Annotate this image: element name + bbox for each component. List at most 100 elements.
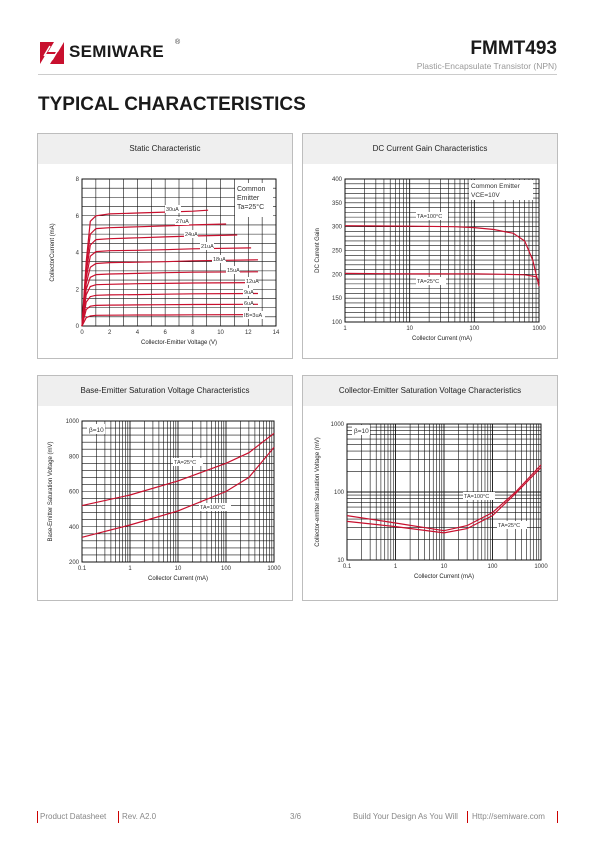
x-tick-label: 14 (273, 330, 280, 336)
footer-revision: Rev. A2.0 (122, 812, 157, 821)
series-label: 9uA (244, 290, 254, 296)
x-tick-label: 10 (175, 566, 182, 572)
series-line (346, 466, 542, 534)
annotation-text: Common (237, 186, 266, 193)
annotation-text: β=10 (354, 428, 369, 435)
x-tick-label: 1 (343, 326, 347, 332)
collector-emitter-saturation-chart: 0.1 1 10 100 1000 10 100 1000 Collector Current … (315, 422, 548, 580)
series-line (81, 259, 259, 327)
footer-slogan: Build Your Design As You Will (353, 812, 458, 821)
x-tick-label: 8 (191, 330, 195, 336)
footer-product-datasheet: Product Datasheet (40, 812, 107, 821)
footer-url[interactable]: Http://semiware.com (472, 812, 545, 821)
y-tick-label: 100 (332, 320, 343, 326)
y-tick-label: 10 (337, 558, 344, 564)
series-line (81, 247, 252, 327)
x-tick-label: 10 (217, 330, 224, 336)
y-tick-label: 400 (69, 525, 80, 531)
x-tick-label: 100 (469, 326, 480, 332)
y-tick-label: 350 (332, 201, 343, 207)
series-label: 12uA (246, 279, 259, 285)
chart-title: Base-Emitter Saturation Voltage Characte… (38, 376, 292, 406)
chart-panel-dc-gain: DC Current Gain Characteristics 1 10 100 10… (302, 133, 558, 359)
series-label-bg (416, 212, 448, 220)
series-label-bg (173, 458, 203, 466)
x-tick-label: 0.1 (78, 566, 87, 572)
y-axis-label: DC Current Gain (315, 228, 321, 273)
series-label-bg (200, 242, 214, 250)
y-tick-label: 250 (332, 249, 343, 255)
series-label-bg (463, 492, 495, 500)
series-label: TA=100°C (200, 505, 225, 511)
footer-bar-right (557, 811, 558, 823)
chart-title: Collector-Emitter Saturation Voltage Cha… (303, 376, 557, 406)
annotation-text: Common Emitter (471, 183, 521, 190)
series-line (81, 432, 275, 507)
series-label-bg (165, 205, 181, 213)
y-tick-label: 200 (69, 560, 80, 566)
chart-title: Static Characteristic (38, 134, 292, 164)
series-label-bg (175, 217, 189, 225)
x-axis-label: Collector-Emitter Voltage (V) (141, 340, 217, 346)
series-label-bg (184, 230, 198, 238)
series-label-bg (243, 288, 253, 296)
y-tick-label: 600 (69, 490, 80, 496)
semiware-logo-icon (40, 42, 64, 64)
x-tick-label: 4 (136, 330, 140, 336)
y-tick-label: 1000 (331, 422, 345, 428)
plot-frame (346, 423, 542, 561)
series-label: TA=100°C (464, 494, 489, 500)
y-tick-label: 0 (76, 324, 80, 330)
y-axis-label: Collector-emitter Saturation Voltage (mV… (315, 437, 321, 546)
y-tick-label: 300 (332, 225, 343, 231)
annotation-bg (469, 180, 533, 200)
x-tick-label: 1 (128, 566, 132, 572)
x-axis-label: Collector Current (mA) (414, 574, 474, 580)
plot-frame (344, 178, 540, 323)
x-tick-label: 10 (441, 564, 448, 570)
series-label-bg (199, 503, 231, 511)
annotation-text: VCE=10V (471, 192, 500, 199)
brand-name: SEMIWARE (69, 42, 164, 61)
x-axis-label: Collector Current (mA) (412, 336, 472, 342)
series-label: TA=25°C (417, 279, 439, 285)
chart-panel-vce-sat: Collector-Emitter Saturation Voltage Cha… (302, 375, 558, 601)
plot-frame (81, 420, 275, 563)
dc-current-gain-chart: 1 10 100 1000 100 150 200 250 300 350 400 Collector… (315, 177, 546, 342)
series-line (81, 314, 259, 327)
x-tick-label: 0 (80, 330, 84, 336)
series-line (81, 234, 238, 327)
annotation-bg (352, 425, 370, 435)
series-label: IB=3uA (244, 313, 263, 319)
footer-bar-left (37, 811, 38, 823)
annotation-text: Ta=25°C (237, 203, 264, 211)
series-label: TA=100°C (417, 214, 442, 220)
series-label: 24uA (185, 232, 198, 238)
series-line (81, 447, 275, 538)
y-tick-label: 4 (76, 251, 80, 257)
series-line (81, 303, 259, 327)
x-tick-label: 1000 (267, 566, 281, 572)
x-tick-label: 2 (108, 330, 112, 336)
part-number: FMMT493 (470, 38, 557, 59)
x-tick-label: 1000 (532, 326, 546, 332)
y-tick-label: 1000 (66, 419, 80, 425)
series-line (81, 223, 227, 327)
x-axis-label: Collector Current (mA) (148, 576, 208, 582)
footer-page-number: 3/6 (290, 812, 302, 821)
y-tick-label: 800 (69, 454, 80, 460)
x-tick-label: 1000 (534, 564, 548, 570)
series-label: 6uA (244, 301, 254, 307)
section-title: TYPICAL CHARACTERISTICS (38, 94, 306, 115)
series-label-bg (243, 299, 253, 307)
x-tick-label: 10 (406, 326, 413, 332)
footer-separator (467, 811, 468, 823)
plot-frame (81, 178, 277, 327)
series-label: 18uA (213, 257, 226, 263)
x-tick-label: 6 (163, 330, 167, 336)
series-line (346, 464, 542, 532)
chart-panel-vbe-sat: Base-Emitter Saturation Voltage Characte… (37, 375, 293, 601)
annotation-bg (235, 183, 273, 217)
series-label: 30uA (166, 207, 179, 213)
x-tick-label: 12 (245, 330, 252, 336)
